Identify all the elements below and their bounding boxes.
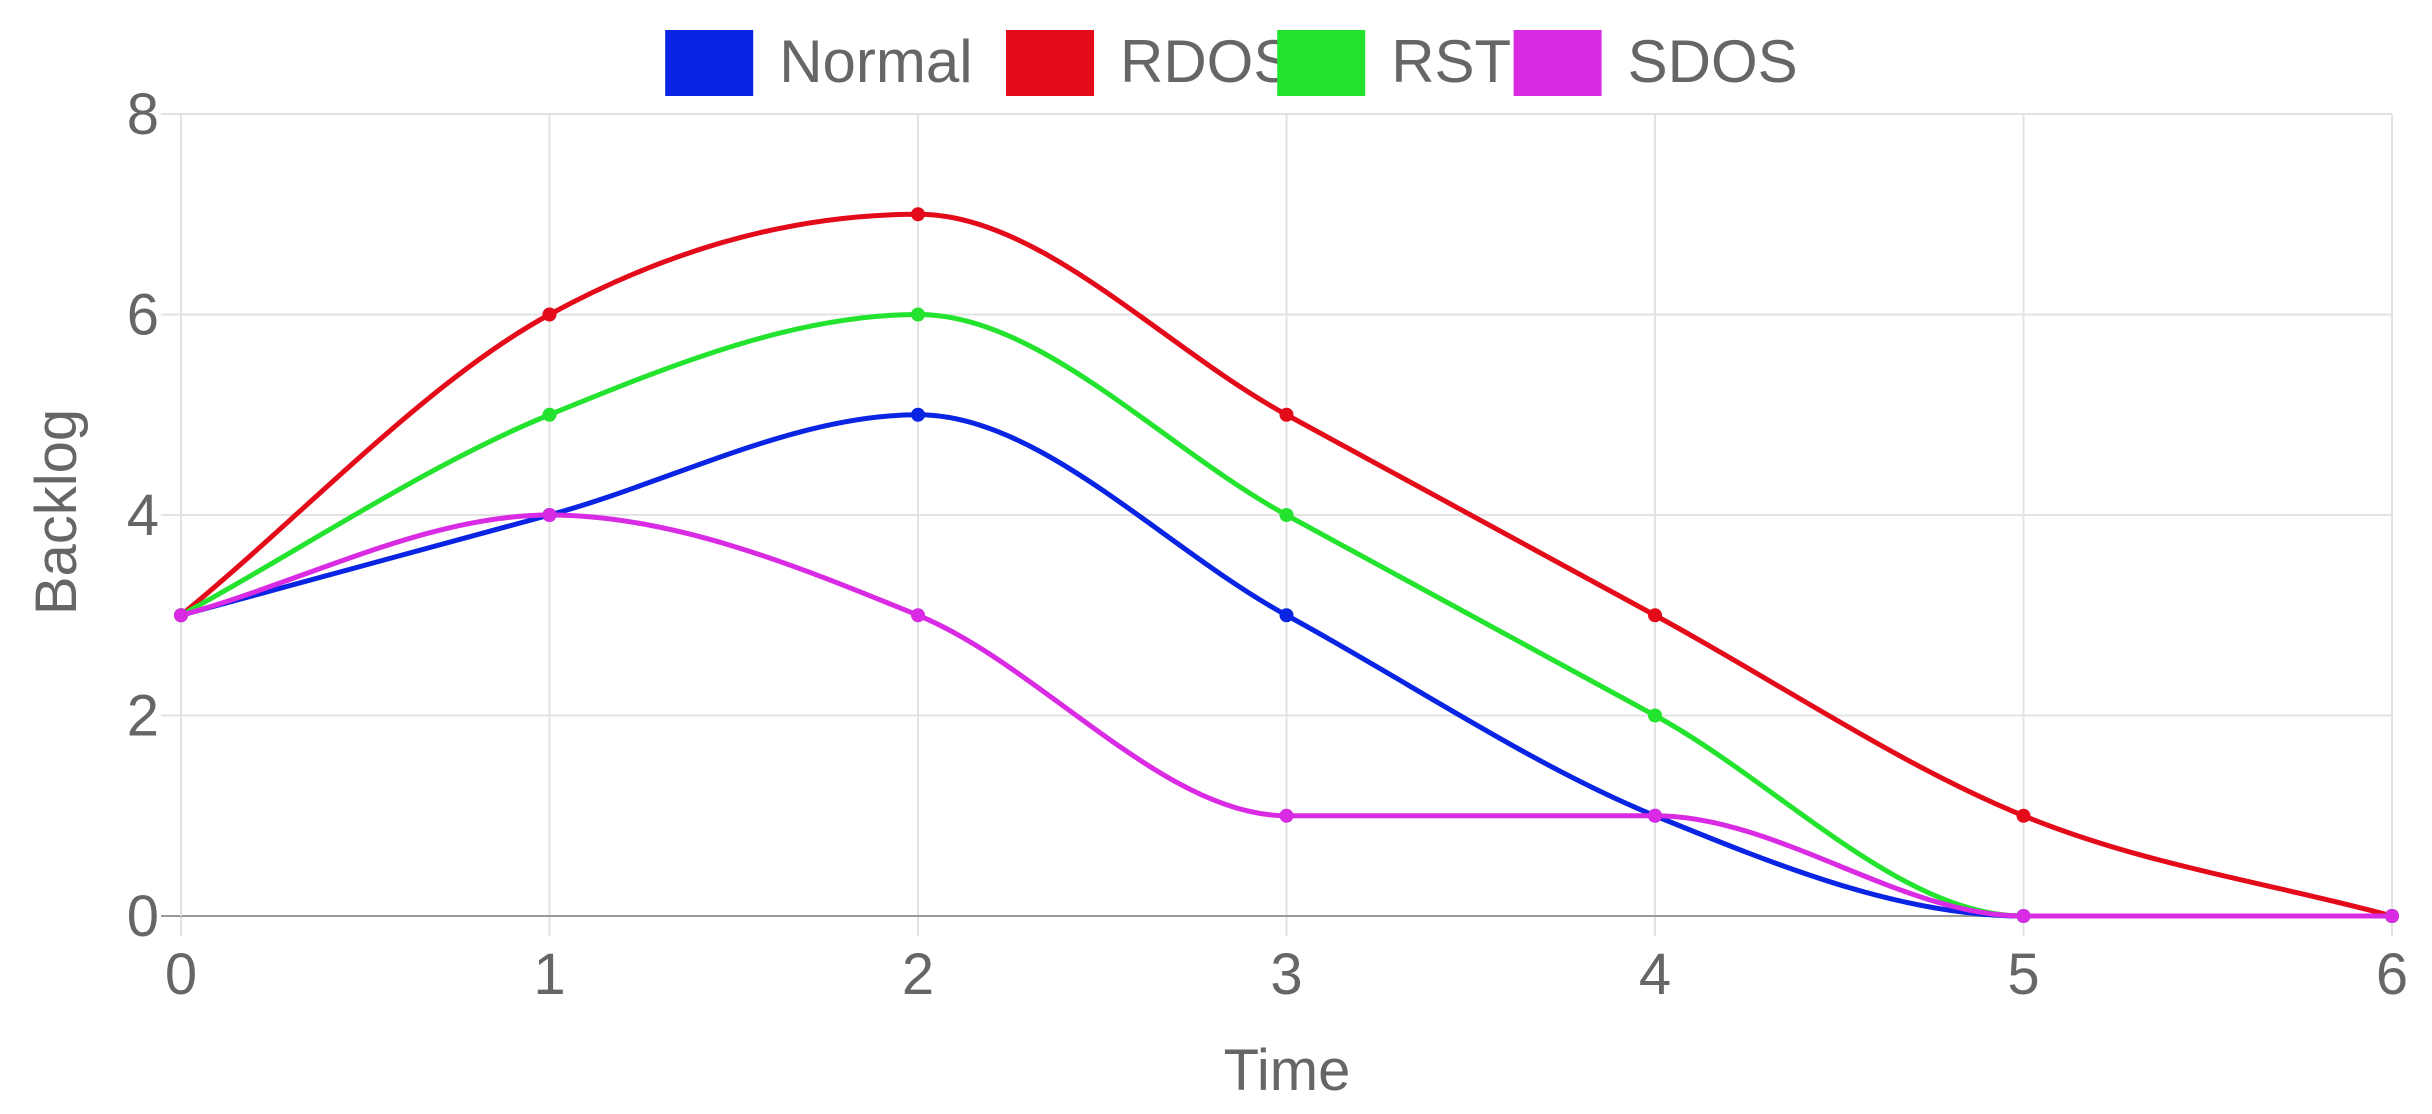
legend-label: RDOS [1120, 28, 1293, 95]
y-tick-label: 0 [127, 884, 159, 949]
legend: Normal RDOS RST SDOS [665, 28, 1798, 96]
y-tick-label: 4 [127, 483, 159, 548]
data-point-sdos [1279, 808, 1294, 823]
data-point-rst [911, 307, 925, 322]
data-point-sdos [174, 608, 188, 623]
legend-swatch [1006, 30, 1094, 96]
data-point-rdos [1648, 608, 1662, 623]
y-tick-label: 6 [127, 283, 159, 348]
x-tick-label: 0 [165, 942, 197, 1007]
data-point-rst [1279, 508, 1294, 522]
x-tick-label: 4 [1639, 942, 1671, 1007]
legend-swatch [665, 30, 754, 96]
x-tick-label: 6 [2376, 942, 2408, 1007]
x-tick-label: 2 [902, 942, 934, 1007]
data-point-sdos [542, 508, 557, 522]
legend-item-sdos[interactable]: SDOS [1513, 28, 1798, 96]
data-point-normal [911, 407, 925, 422]
data-point-rdos [911, 207, 925, 222]
series-points [174, 207, 2399, 923]
data-point-normal [1279, 608, 1294, 623]
legend-item-rst[interactable]: RST [1277, 28, 1511, 96]
data-point-rdos [1279, 407, 1294, 422]
legend-label: Normal [779, 28, 972, 95]
legend-label: RST [1391, 28, 1511, 95]
x-tick-label: 3 [1270, 942, 1302, 1007]
data-point-rst [1648, 708, 1662, 723]
data-point-sdos [2016, 909, 2031, 923]
data-point-sdos [2385, 909, 2399, 923]
y-tick-label: 2 [127, 684, 159, 749]
data-point-sdos [911, 608, 925, 623]
x-axis-title: Time [1224, 1038, 1351, 1103]
data-point-rdos [2016, 808, 2031, 823]
grid [161, 113, 2393, 936]
legend-item-normal[interactable]: Normal [665, 28, 973, 96]
x-tick-label: 1 [533, 942, 565, 1007]
x-tick-label: 5 [2007, 942, 2039, 1007]
data-point-rst [542, 407, 557, 422]
y-axis-title: Backlog [24, 409, 89, 615]
legend-swatch [1513, 30, 1602, 96]
legend-item-rdos[interactable]: RDOS [1006, 28, 1293, 96]
legend-label: SDOS [1628, 28, 1798, 95]
y-tick-label: 8 [127, 82, 159, 147]
data-point-rdos [542, 307, 557, 322]
data-point-sdos [1648, 808, 1662, 823]
legend-swatch [1277, 30, 1366, 96]
axes: 0 1 2 3 4 5 6 0 2 4 6 8 [127, 82, 2408, 1007]
